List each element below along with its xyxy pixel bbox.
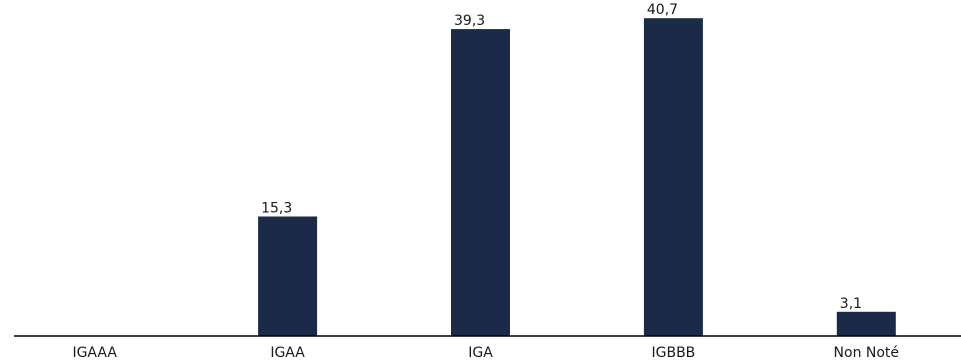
data-label: 40,7 <box>647 2 678 18</box>
x-tick-label: Non Noté <box>834 345 900 360</box>
bar-non-noté <box>836 311 896 336</box>
x-tick-label: IGAA <box>270 345 305 360</box>
x-tick-label: IGAAA <box>72 345 117 360</box>
bars-group <box>258 18 896 336</box>
bar-igaa <box>258 216 318 336</box>
data-label: 3,1 <box>840 296 862 312</box>
bar-iga <box>451 29 510 336</box>
x-tick-label: IGBBB <box>652 345 696 360</box>
x-tick-label: IGA <box>468 345 493 360</box>
bar-igbbb <box>643 18 703 336</box>
data-label: 15,3 <box>261 201 292 217</box>
data-labels-group: 15,3 39,3 40,7 3,1 <box>261 2 862 312</box>
data-label: 39,3 <box>454 13 485 29</box>
x-tick-labels-group: IGAAA IGAA IGA IGBBB Non Noté <box>72 345 899 360</box>
